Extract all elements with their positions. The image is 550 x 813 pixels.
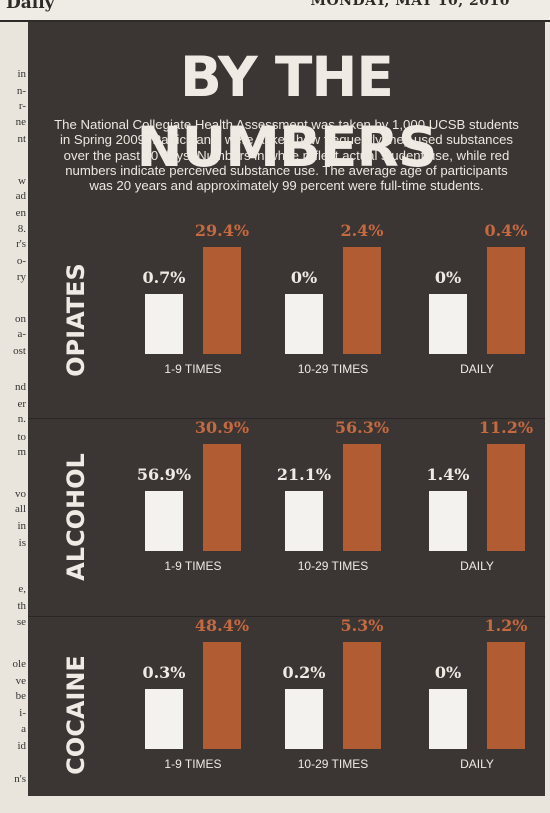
newspaper-masthead: Daily MONDAY, MAY 10, 2010	[0, 0, 550, 22]
column-text-fragment: w	[18, 175, 26, 187]
chart-section-alcohol: ALCOHOL 56.9% 30.9% 1-9 TIMES 21.1% 56.3% 10-2…	[28, 418, 545, 615]
perceived-value-label: 11.2%	[478, 418, 534, 437]
actual-bar	[285, 491, 323, 551]
perceived-value-label: 2.4%	[340, 221, 384, 240]
perceived-bar	[203, 642, 241, 749]
column-text-fragment: n's	[14, 773, 26, 785]
actual-value-label: 0%	[434, 268, 462, 287]
masthead-name: Daily	[6, 0, 55, 13]
actual-value-label: 0.7%	[142, 268, 186, 287]
column-text-fragment: 8.	[17, 223, 26, 235]
category-label: DAILY	[460, 757, 494, 771]
column-text-fragment: on	[15, 313, 26, 325]
column-text-fragment: o-	[16, 255, 26, 267]
actual-value-label: 0%	[434, 663, 462, 682]
column-text-fragment: in	[17, 520, 26, 532]
actual-bar	[429, 491, 467, 551]
column-text-fragment: ry	[16, 271, 26, 283]
perceived-bar	[487, 642, 525, 749]
actual-value-label: 0.2%	[282, 663, 326, 682]
category-label: DAILY	[460, 559, 494, 573]
column-text-fragment: r-	[18, 100, 26, 112]
perceived-value-label: 30.9%	[194, 418, 250, 437]
perceived-bar	[343, 444, 381, 551]
masthead-date: MONDAY, MAY 10, 2010	[310, 0, 510, 9]
column-text-fragment: nt	[17, 133, 26, 145]
perceived-value-label: 5.3%	[340, 616, 384, 635]
perceived-bar	[343, 642, 381, 749]
column-text-fragment: to	[17, 431, 26, 443]
column-text-fragment: vo	[15, 488, 26, 500]
infographic-intro: The National Collegiate Health Assessmen…	[54, 117, 519, 194]
column-text-fragment: id	[17, 740, 26, 752]
perceived-value-label: 0.4%	[484, 221, 528, 240]
category-label: 10-29 TIMES	[297, 559, 369, 573]
column-text-fragment: e,	[18, 583, 26, 595]
actual-value-label: 1.4%	[426, 465, 470, 484]
adjacent-article-column: in n-r-ne nt w ad en 8. r's o-ry on a-ost nd er n. to m…	[0, 22, 26, 799]
perceived-value-label: 1.2%	[484, 616, 528, 635]
actual-bar	[285, 294, 323, 354]
column-text-fragment: ost	[13, 345, 26, 357]
actual-bar	[285, 689, 323, 749]
column-text-fragment: nd	[15, 381, 26, 393]
actual-bar	[429, 689, 467, 749]
perceived-value-label: 48.4%	[194, 616, 250, 635]
column-text-fragment: er	[17, 398, 26, 410]
actual-value-label: 0%	[290, 268, 318, 287]
category-label: 1-9 TIMES	[164, 757, 222, 771]
actual-bar	[429, 294, 467, 354]
category-label: DAILY	[460, 362, 494, 376]
column-text-fragment: i-	[19, 707, 26, 719]
category-label: 1-9 TIMES	[164, 559, 222, 573]
section-label: OPIATES	[62, 263, 90, 377]
perceived-bar	[343, 247, 381, 354]
category-label: 10-29 TIMES	[297, 757, 369, 771]
actual-bar	[145, 689, 183, 749]
chart-section-opiates: OPIATES 0.7% 29.4% 1-9 TIMES 0% 2.4% 10-29 TIM…	[28, 221, 545, 418]
perceived-bar	[487, 444, 525, 551]
category-label: 1-9 TIMES	[164, 362, 222, 376]
column-text-fragment: be	[15, 690, 26, 702]
infographic-title: BY THE NUMBERS	[136, 45, 438, 179]
section-label: ALCOHOL	[62, 453, 90, 581]
actual-value-label: 56.9%	[136, 465, 192, 484]
actual-value-label: 21.1%	[276, 465, 332, 484]
column-text-fragment: in	[17, 68, 26, 80]
perceived-value-label: 56.3%	[334, 418, 390, 437]
actual-bar	[145, 491, 183, 551]
perceived-bar	[203, 444, 241, 551]
column-text-fragment: m	[17, 446, 26, 458]
column-text-fragment: all	[15, 503, 26, 515]
column-text-fragment: a-	[17, 328, 26, 340]
perceived-bar	[487, 247, 525, 354]
infographic-panel: BY THE NUMBERS The National Collegiate H…	[28, 22, 545, 796]
actual-bar	[145, 294, 183, 354]
column-text-fragment: n.	[17, 413, 26, 425]
perceived-value-label: 29.4%	[194, 221, 250, 240]
column-text-fragment: ad	[15, 190, 26, 202]
column-text-fragment: ve	[15, 675, 26, 687]
column-text-fragment: ole	[12, 658, 26, 670]
chart-section-cocaine: COCAINE 0.3% 48.4% 1-9 TIMES 0.2% 5.3% 10-29 T…	[28, 616, 545, 813]
column-text-fragment: r's	[16, 238, 26, 250]
section-label: COCAINE	[62, 655, 90, 775]
column-text-fragment: th	[17, 600, 26, 612]
column-text-fragment: a	[21, 723, 26, 735]
column-text-fragment: ne	[15, 116, 26, 128]
column-text-fragment: en	[15, 207, 26, 219]
perceived-bar	[203, 247, 241, 354]
actual-value-label: 0.3%	[142, 663, 186, 682]
column-text-fragment: n-	[16, 85, 26, 97]
category-label: 10-29 TIMES	[297, 362, 369, 376]
column-text-fragment: se	[16, 616, 26, 628]
column-text-fragment: is	[18, 537, 26, 549]
